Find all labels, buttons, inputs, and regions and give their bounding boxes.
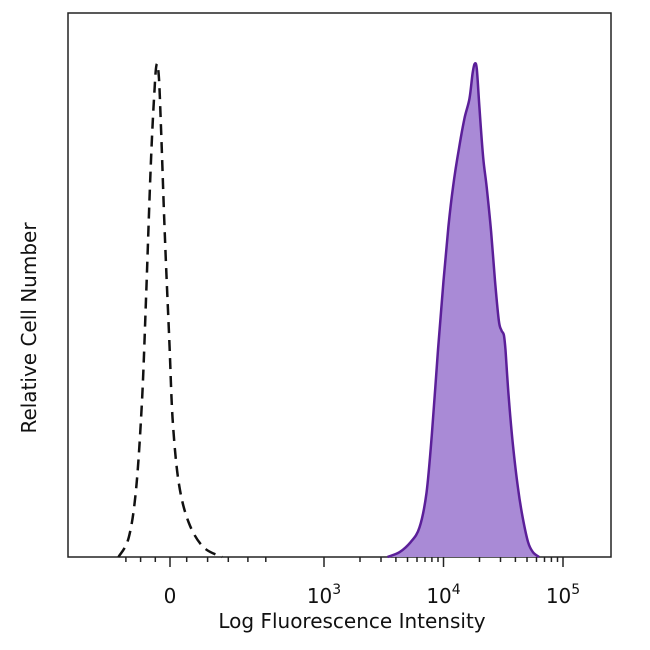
- x-axis-label: Log Fluorescence Intensity: [218, 609, 485, 633]
- series-1-outline: [387, 61, 540, 559]
- series-layer: [117, 61, 540, 559]
- x-tick-label-2: 104: [426, 582, 460, 608]
- plot-frame: [67, 12, 612, 558]
- x-axis-tick-labels: 0 103 104 105: [164, 582, 581, 608]
- x-tick-label-exponent: 5: [571, 582, 580, 598]
- x-tick-label-exponent: 3: [332, 582, 341, 598]
- x-axis-ticks: [125, 557, 564, 567]
- x-tick-label-3: 105: [546, 582, 580, 608]
- y-axis-label: Relative Cell Number: [17, 222, 41, 434]
- x-tick-label-1: 103: [307, 582, 341, 608]
- x-tick-label-exponent: 4: [452, 582, 461, 598]
- series-0-outline: [117, 62, 223, 559]
- series-1-fill: [387, 63, 539, 557]
- x-tick-label-0: 0: [164, 584, 177, 608]
